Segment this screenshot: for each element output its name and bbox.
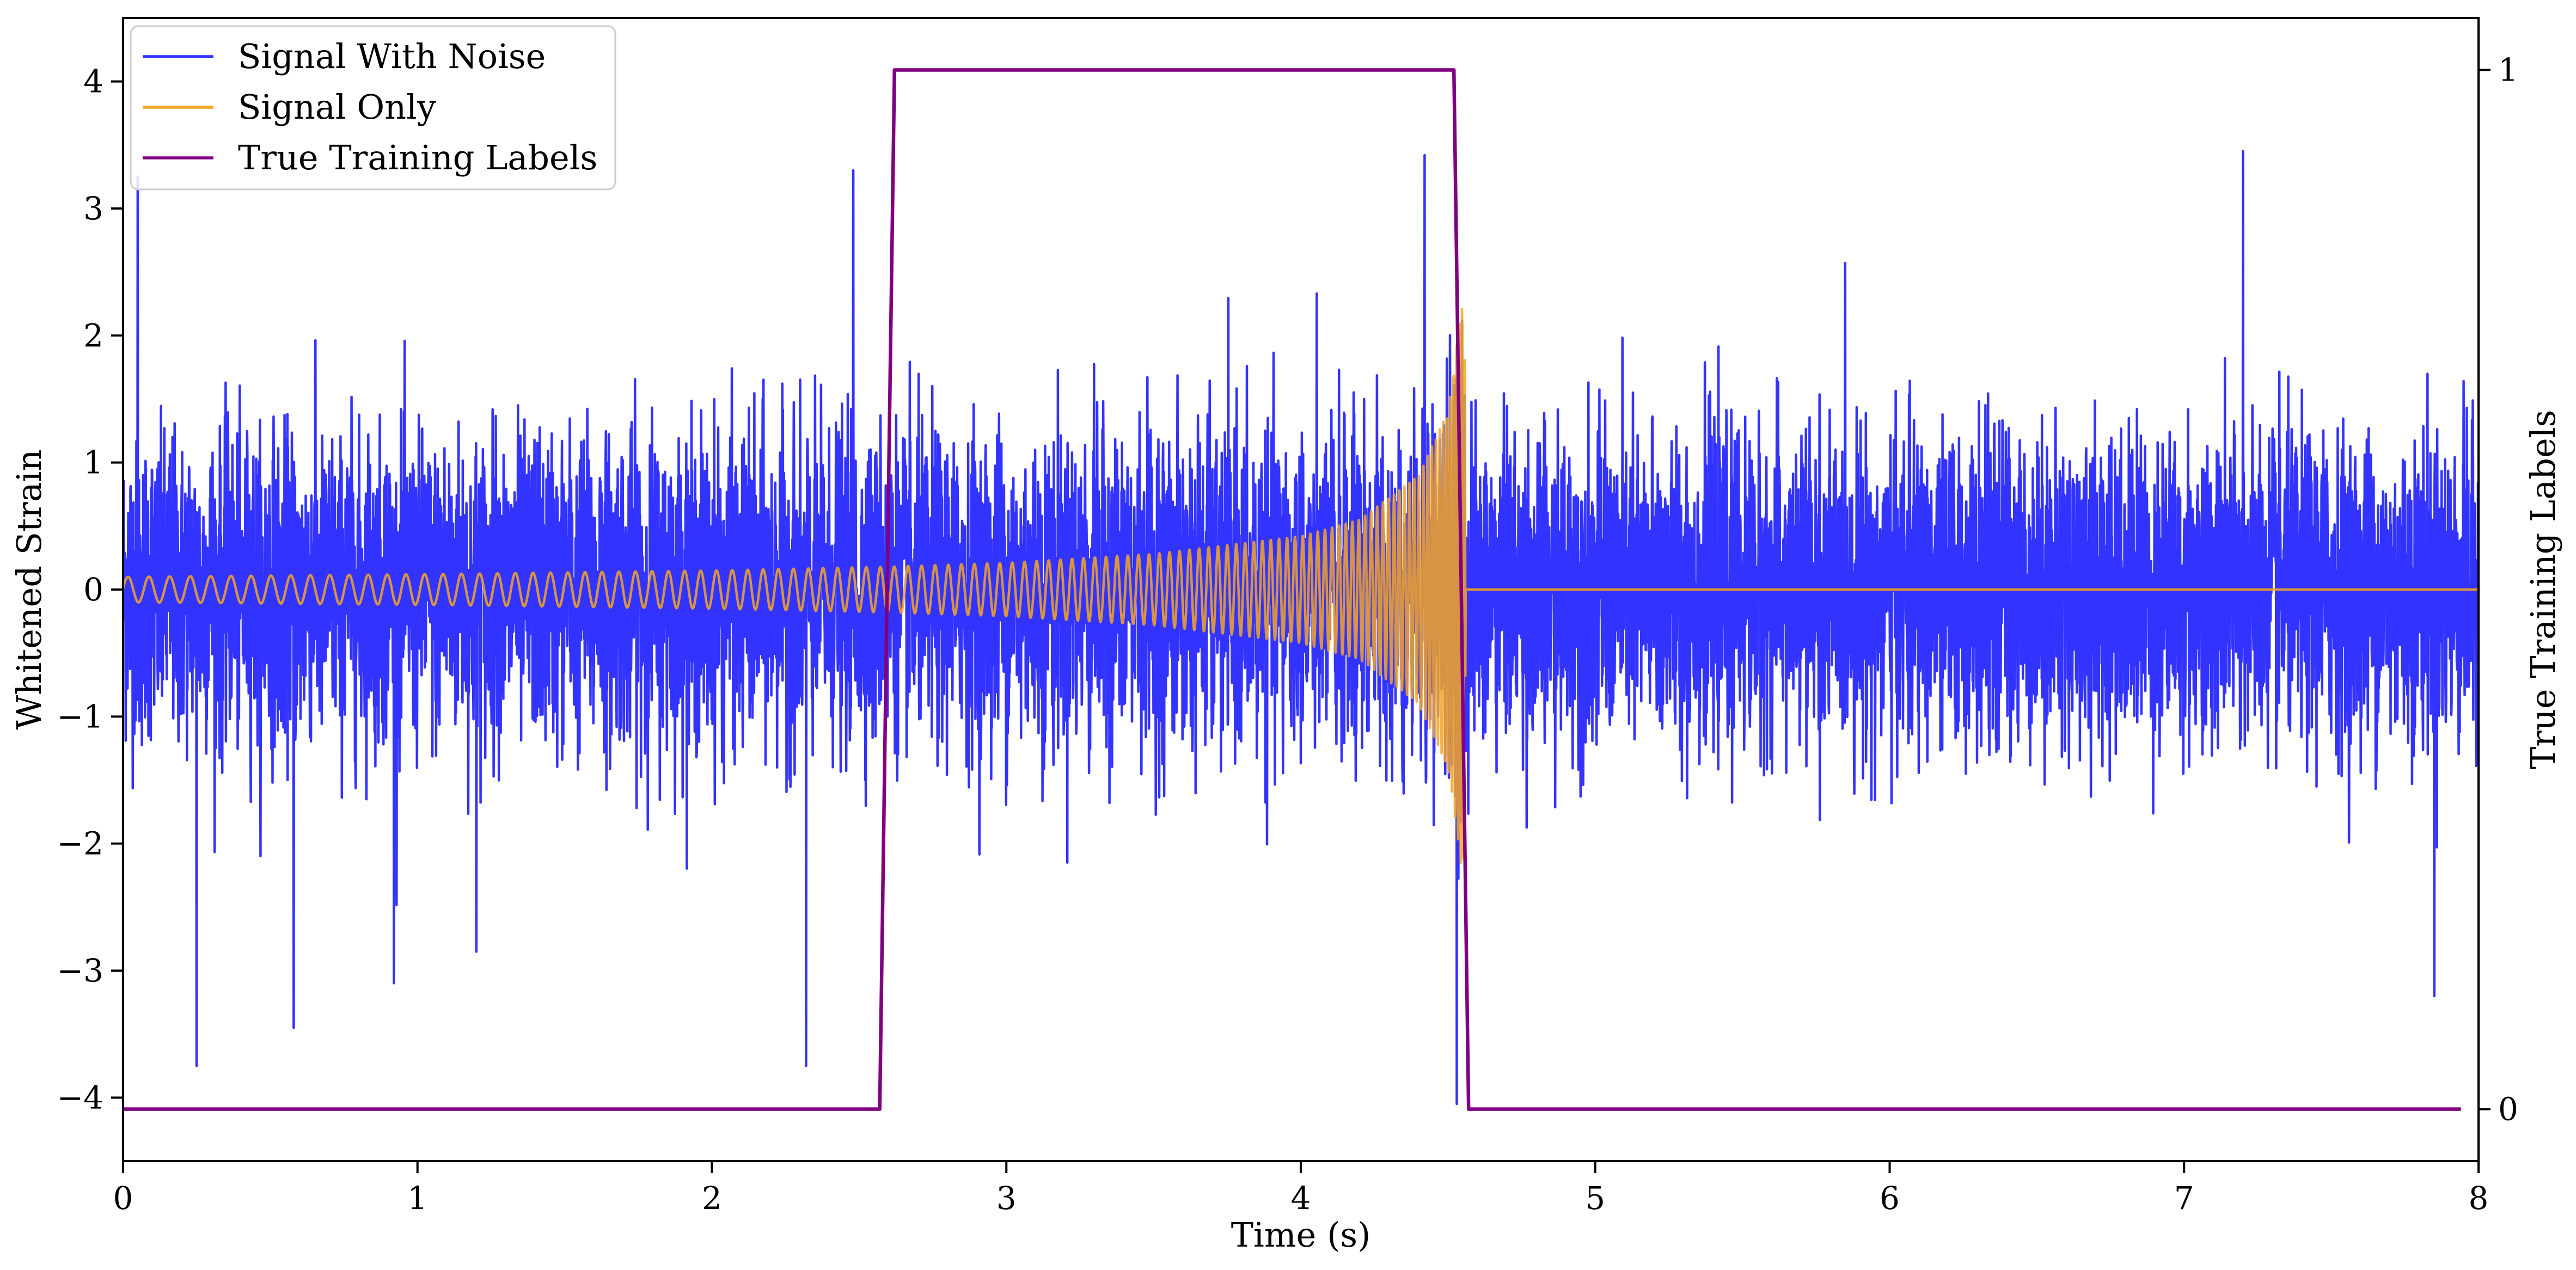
- y-axis-right-label: True Training Labels: [2523, 410, 2563, 769]
- y-tick-label: −1: [57, 698, 104, 735]
- x-tick-label: 1: [407, 1180, 427, 1217]
- y-axis-left: −4 −3 −2 −1 0 1 2 3 4: [57, 63, 123, 1116]
- y-tick-label: 0: [83, 571, 103, 608]
- series-line-signal-only: [123, 308, 2479, 864]
- y-axis-right: 01: [2479, 51, 2518, 1128]
- y-tick-label: −3: [57, 952, 104, 989]
- legend-box: [130, 25, 616, 191]
- series-line-signal-with-noise: [123, 150, 2479, 1106]
- legend: Signal With Noise Signal Only True Train…: [130, 25, 616, 191]
- legend-label-true-training-labels: True Training Labels: [238, 138, 597, 177]
- y-tick-label: 4: [83, 63, 103, 100]
- x-tick-label: 4: [1291, 1180, 1311, 1217]
- x-tick-label: 5: [1585, 1180, 1605, 1217]
- y-tick-label: −2: [57, 825, 104, 862]
- y-right-tick-label: 1: [2498, 51, 2518, 88]
- x-tick-label: 8: [2469, 1180, 2489, 1217]
- series-line-true-training-labels: [123, 68, 2461, 1111]
- y-axis-label: Whitened Strain: [9, 450, 49, 730]
- y-tick-label: 1: [83, 444, 103, 481]
- y-tick-label: 2: [83, 317, 103, 354]
- x-tick-label: 2: [702, 1180, 722, 1217]
- legend-label-signal-only: Signal Only: [238, 87, 436, 127]
- legend-label-signal-with-noise: Signal With Noise: [238, 36, 546, 76]
- x-tick-label: 6: [1880, 1180, 1900, 1217]
- y-tick-label: 3: [83, 190, 103, 227]
- x-axis: 0 1 2 3 4 5 6 7 8: [113, 1161, 2489, 1217]
- x-tick-label: 0: [113, 1180, 133, 1217]
- x-axis-label: Time (s): [1231, 1215, 1371, 1255]
- y-right-tick-label: 0: [2498, 1091, 2518, 1128]
- x-tick-label: 3: [996, 1180, 1017, 1217]
- plot-area: [123, 68, 2479, 1111]
- x-tick-label: 7: [2174, 1180, 2194, 1217]
- y-tick-label: −4: [57, 1079, 104, 1116]
